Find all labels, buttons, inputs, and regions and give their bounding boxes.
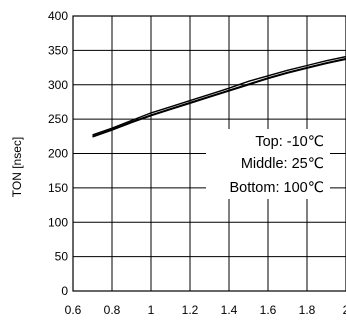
y-tick-label: 50 — [55, 250, 69, 264]
x-tick-label: 1.6 — [260, 303, 277, 317]
series-lines — [92, 55, 346, 138]
y-tick-label: 150 — [48, 181, 68, 195]
series-line-1 — [92, 55, 346, 136]
y-tick-label: 0 — [61, 284, 68, 298]
y-axis-title: TON [nsec] — [10, 137, 24, 197]
legend-entry-bottom: Bottom: 100℃ — [230, 180, 324, 196]
plot-frame — [72, 15, 346, 292]
x-tick-label: 1.8 — [299, 303, 316, 317]
y-tick-label: 100 — [48, 215, 68, 229]
x-tick-label: 0.8 — [104, 303, 121, 317]
y-tick-label: 350 — [48, 43, 68, 57]
x-tick-labels: 0.6 0.8 1 1.2 1.4 1.6 1.8 2 — [65, 303, 346, 317]
x-tick-label: 1.4 — [221, 303, 238, 317]
legend-entry-top: Top: -10℃ — [255, 134, 324, 150]
y-tick-label: 200 — [48, 147, 68, 161]
y-tick-label: 250 — [48, 112, 68, 126]
series-line-2 — [92, 57, 346, 137]
y-tick-labels: 0 50 100 150 200 250 300 350 400 — [48, 9, 68, 298]
x-tick-label: 1 — [148, 303, 155, 317]
x-tick-label: 0.6 — [65, 303, 82, 317]
series-line-3 — [92, 58, 346, 138]
y-tick-label: 300 — [48, 78, 68, 92]
legend-background — [206, 129, 330, 199]
x-tick-label: 1.2 — [182, 303, 199, 317]
x-tick-label: 2 — [343, 303, 346, 317]
y-tick-label: 400 — [48, 9, 68, 23]
legend-entry-middle: Middle: 25℃ — [241, 156, 324, 172]
legend: Top: -10℃ Middle: 25℃ Bottom: 100℃ — [230, 134, 324, 196]
